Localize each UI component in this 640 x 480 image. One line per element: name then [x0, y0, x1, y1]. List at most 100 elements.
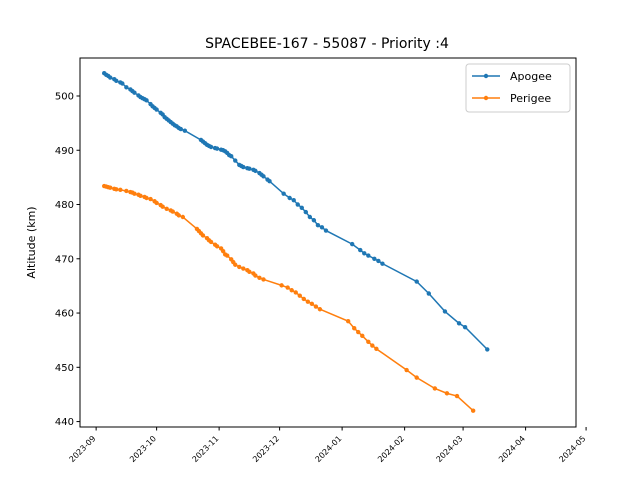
perigee-point	[132, 191, 137, 196]
perigee-point	[220, 248, 226, 254]
perigee-point	[233, 262, 238, 267]
apogee-point	[362, 251, 367, 256]
perigee-point	[366, 339, 371, 344]
perigee-point	[345, 318, 351, 324]
apogee-point	[132, 90, 137, 95]
perigee-point	[148, 196, 153, 202]
x-tick-label: 2024-05	[557, 434, 587, 464]
apogee-point	[261, 174, 266, 179]
y-tick-label: 470	[55, 254, 74, 265]
perigee-point	[154, 200, 159, 206]
series-perigee	[102, 183, 476, 413]
apogee-point	[315, 222, 321, 228]
apogee-point	[291, 197, 296, 203]
perigee-point	[138, 193, 143, 199]
series-layer	[102, 70, 490, 413]
apogee-point	[303, 209, 309, 215]
perigee-point	[414, 375, 419, 380]
apogee-point	[456, 321, 462, 326]
perigee-point	[200, 233, 206, 238]
perigee-point	[180, 214, 186, 220]
apogee-point	[114, 78, 119, 83]
perigee-point	[224, 253, 230, 258]
perigee-point	[208, 239, 214, 245]
apogee-point	[299, 205, 304, 210]
y-tick-label: 450	[55, 363, 74, 374]
apogee-point	[124, 85, 129, 90]
legend-perigee-label: Perigee	[510, 92, 551, 105]
apogee-point	[214, 146, 220, 151]
perigee-point	[305, 299, 311, 304]
apogee-point	[144, 98, 149, 103]
perigee-point	[356, 329, 361, 335]
plot-area	[79, 57, 577, 428]
series-apogee	[102, 70, 490, 352]
perigee-point	[160, 204, 165, 209]
apogee-point	[380, 261, 385, 266]
apogee-point	[414, 279, 419, 284]
perigee-point	[360, 333, 365, 339]
x-tick-label: 2023-11	[191, 434, 221, 464]
perigee-point	[108, 185, 113, 190]
perigee-point	[124, 188, 129, 194]
apogee-point	[295, 202, 300, 207]
perigee-point	[261, 277, 266, 282]
apogee-point	[287, 195, 292, 201]
legend: Apogee Perigee	[465, 63, 571, 113]
y-tick-label: 500	[55, 91, 74, 102]
apogee-point	[366, 253, 371, 258]
perigee-point	[432, 386, 438, 391]
perigee-point	[289, 288, 294, 293]
apogee-point	[267, 178, 272, 184]
perigee-point	[257, 275, 262, 280]
perigee-point	[444, 391, 450, 396]
perigee-point	[247, 269, 252, 274]
legend-apogee-label: Apogee	[510, 70, 552, 83]
apogee-point	[182, 128, 188, 133]
apogee-point	[229, 154, 234, 159]
perigee-point	[118, 187, 123, 193]
apogee-point	[154, 107, 159, 112]
perigee-point	[297, 293, 302, 298]
perigee-point	[293, 290, 298, 295]
y-tick-label: 440	[55, 417, 74, 428]
perigee-point	[114, 187, 119, 192]
apogee-point	[485, 347, 490, 352]
legend-perigee-marker	[483, 95, 489, 101]
x-tick-label: 2023-10	[128, 434, 158, 464]
apogee-point	[426, 291, 432, 296]
perigee-point	[237, 264, 242, 270]
perigee-point	[374, 346, 379, 352]
x-tick-label: 2024-03	[434, 434, 464, 464]
y-axis: 440 450 460 470 480 490 500	[55, 91, 80, 428]
apogee-point	[120, 81, 125, 86]
apogee-point	[247, 166, 252, 171]
y-axis-label: Altitude (km)	[25, 206, 38, 278]
apogee-point	[376, 258, 381, 264]
apogee-point	[311, 218, 317, 223]
y-tick-label: 460	[55, 309, 74, 320]
apogee-point	[442, 309, 448, 314]
apogee-point	[253, 168, 258, 174]
perigee-point	[176, 213, 181, 218]
perigee-point	[454, 393, 460, 399]
apogee-point	[307, 214, 313, 220]
perigee-point	[285, 285, 290, 290]
perigee-point	[313, 304, 319, 309]
apogee-point	[372, 256, 377, 261]
perigee-point	[279, 283, 284, 288]
perigee-point	[309, 301, 315, 307]
plot-frame	[79, 57, 577, 428]
x-axis: 2023-09 2023-10 2023-11 2023-12 2024-01 2024-…	[68, 427, 587, 464]
apogee-point	[358, 247, 363, 253]
apogee-point	[281, 191, 286, 196]
apogee-point	[323, 228, 329, 233]
apogee-point	[350, 241, 355, 247]
perigee-point	[370, 343, 375, 348]
perigee-point	[144, 195, 149, 201]
apogee-point	[208, 144, 214, 150]
perigee-point	[404, 367, 409, 373]
y-tick-label: 490	[55, 146, 74, 157]
perigee-point	[164, 206, 169, 212]
